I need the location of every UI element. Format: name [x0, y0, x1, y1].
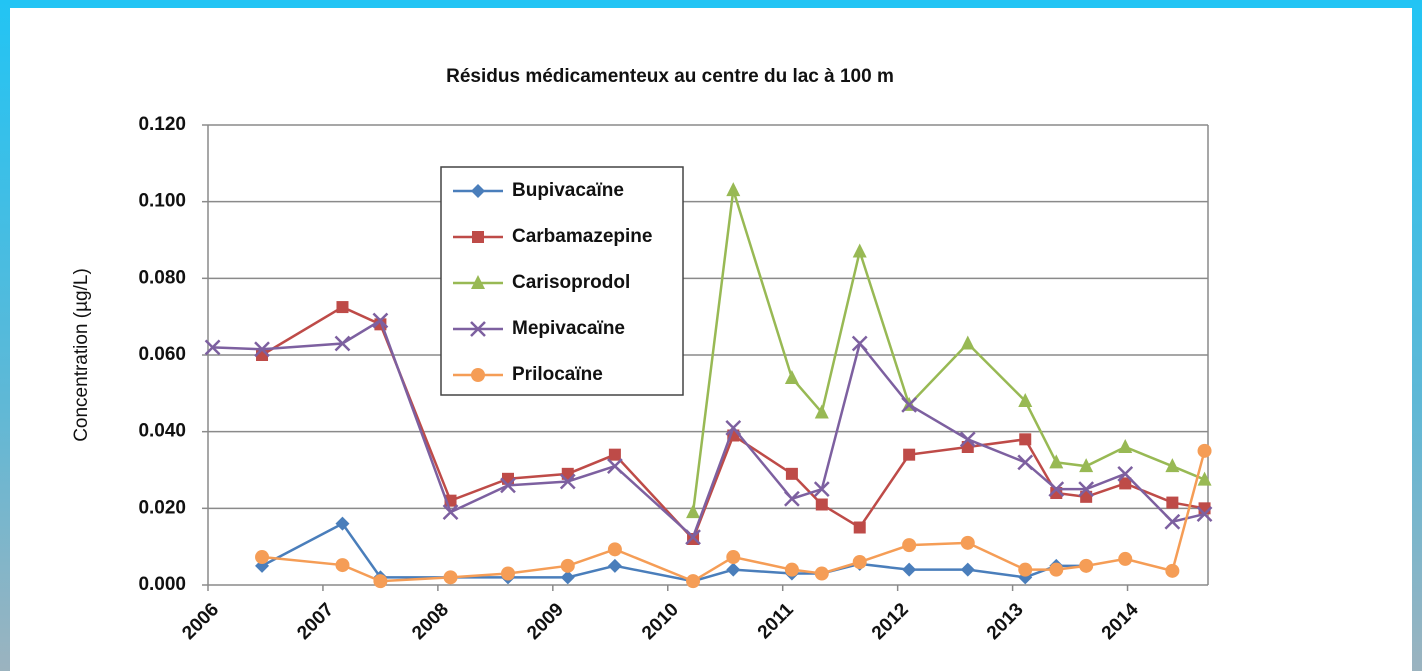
marker-circle	[902, 538, 917, 553]
marker-circle	[255, 550, 270, 565]
marker-triangle	[784, 370, 799, 384]
marker-circle	[471, 368, 485, 382]
y-tick-label: 0.120	[138, 114, 186, 135]
marker-x	[559, 473, 576, 490]
marker-x	[1017, 454, 1034, 471]
marker-circle	[607, 542, 622, 557]
marker-x	[254, 341, 270, 358]
marker-triangle	[471, 275, 485, 289]
marker-x	[1078, 481, 1095, 498]
marker-x	[334, 335, 351, 352]
y-tick-label: 0.080	[138, 267, 186, 288]
marker-square	[903, 448, 916, 461]
marker-circle	[726, 550, 741, 565]
marker-x	[500, 477, 516, 494]
y-tick-label: 0.000	[138, 574, 186, 595]
marker-x	[784, 490, 800, 507]
chart-title: Résidus médicamenteux au centre du lac à…	[446, 66, 894, 87]
marker-x	[1117, 465, 1134, 482]
marker-x	[204, 339, 221, 356]
marker-triangle	[1049, 454, 1064, 469]
marker-x	[959, 431, 976, 448]
marker-x	[1164, 513, 1181, 530]
marker-diamond	[471, 184, 485, 198]
legend-label: Carbamazepine	[512, 226, 652, 247]
y-tick-label: 0.020	[138, 497, 186, 518]
marker-x	[1048, 481, 1065, 498]
marker-circle	[814, 566, 829, 581]
marker-diamond	[726, 562, 741, 577]
marker-circle	[1165, 563, 1180, 578]
marker-triangle	[852, 243, 867, 258]
marker-x	[851, 335, 868, 352]
marker-circle	[560, 558, 575, 573]
marker-circle	[1118, 551, 1133, 566]
y-tick-label: 0.060	[138, 344, 186, 365]
marker-x	[442, 504, 459, 521]
marker-circle	[686, 574, 701, 589]
marker-triangle	[1197, 471, 1212, 486]
marker-square	[336, 301, 349, 314]
marker-diamond	[335, 516, 350, 531]
marker-triangle	[1118, 439, 1133, 453]
marker-circle	[1197, 443, 1212, 458]
marker-triangle	[726, 182, 741, 197]
marker-square	[853, 521, 866, 534]
marker-diamond	[902, 562, 917, 577]
marker-circle	[784, 562, 799, 577]
marker-circle	[960, 535, 975, 550]
legend-label: Mepivacaïne	[512, 318, 625, 339]
marker-triangle	[1018, 393, 1033, 407]
chart-background	[10, 8, 1412, 671]
marker-circle	[1049, 562, 1064, 577]
legend-label: Carisoprodol	[512, 272, 630, 293]
marker-square	[785, 467, 798, 480]
marker-circle	[852, 555, 867, 569]
marker-circle	[443, 570, 458, 585]
marker-x	[1196, 506, 1213, 522]
marker-x	[372, 312, 389, 329]
marker-circle	[1079, 558, 1094, 573]
legend-label: Bupivacaïne	[512, 180, 624, 201]
marker-x	[470, 321, 486, 337]
y-tick-label: 0.040	[138, 421, 186, 442]
marker-circle	[373, 574, 388, 589]
marker-x	[725, 419, 742, 436]
marker-diamond	[960, 562, 975, 577]
marker-square	[472, 231, 484, 243]
marker-diamond	[560, 570, 575, 585]
marker-square	[815, 498, 828, 511]
marker-x	[813, 481, 830, 498]
marker-square	[608, 448, 621, 461]
marker-square	[1166, 496, 1179, 509]
y-tick-label: 0.100	[138, 191, 186, 212]
marker-diamond	[607, 558, 622, 573]
legend-label: Prilocaïne	[512, 364, 603, 385]
marker-circle	[501, 566, 515, 581]
marker-triangle	[814, 404, 829, 419]
marker-triangle	[686, 504, 701, 519]
marker-x	[607, 458, 623, 475]
marker-x	[685, 529, 701, 545]
legend: Bupivacaïne Carbamazepine Carisoprodol Mepi…	[440, 166, 684, 396]
marker-square	[502, 472, 514, 485]
marker-circle	[335, 558, 350, 573]
marker-triangle	[960, 335, 975, 350]
marker-x	[901, 396, 918, 413]
marker-square	[1119, 477, 1132, 490]
marker-triangle	[1165, 458, 1180, 473]
marker-square	[1019, 433, 1032, 446]
legend-box	[440, 166, 684, 396]
y-axis-label: Concentration (µg/L)	[71, 268, 92, 442]
marker-circle	[1018, 562, 1033, 577]
marker-triangle	[1079, 458, 1094, 473]
